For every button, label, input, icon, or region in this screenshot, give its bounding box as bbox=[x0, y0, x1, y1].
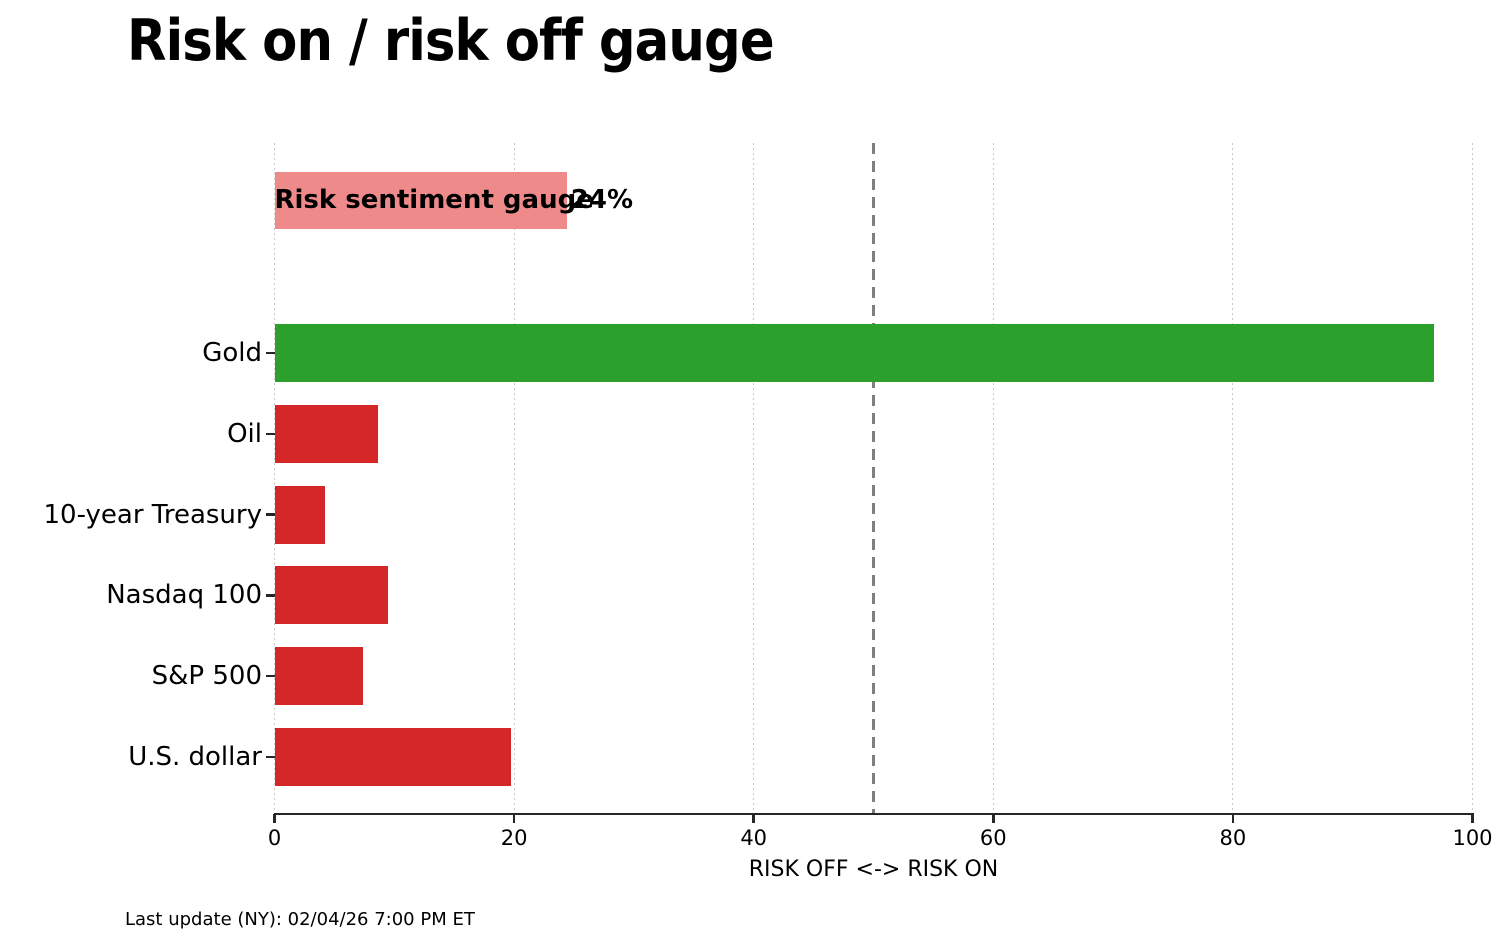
y-tick-gold bbox=[265, 351, 275, 355]
bar-gold bbox=[274, 324, 1435, 382]
x-tick-label-40: 40 bbox=[740, 826, 768, 850]
y-tick-nasdaq-100 bbox=[265, 594, 275, 597]
x-tick-0 bbox=[273, 814, 276, 823]
y-label-nasdaq-100: Nasdaq 100 bbox=[106, 580, 262, 611]
gridline-40 bbox=[753, 143, 755, 814]
y-label-oil: Oil bbox=[227, 418, 262, 449]
gridline-20 bbox=[513, 143, 515, 814]
x-tick-label-20: 20 bbox=[500, 826, 528, 850]
gridline-80 bbox=[1232, 143, 1234, 814]
y-label-u-s-dollar: U.S. dollar bbox=[128, 742, 262, 772]
y-tick-s-p-500 bbox=[265, 674, 275, 678]
x-tick-100 bbox=[1471, 814, 1474, 823]
bar-u-s-dollar bbox=[274, 728, 511, 786]
bar-nasdaq-100 bbox=[274, 566, 389, 625]
gridline-100 bbox=[1472, 143, 1473, 814]
gridline-0 bbox=[274, 143, 275, 814]
x-tick-label-100: 100 bbox=[1452, 826, 1493, 850]
y-label-s-p-500: S&P 500 bbox=[151, 661, 262, 692]
last-update-text: Last update (NY): 02/04/26 7:00 PM ET bbox=[125, 909, 475, 930]
gauge-annotation-label: Risk sentiment gauge bbox=[274, 185, 594, 215]
x-tick-40 bbox=[752, 814, 755, 823]
x-tick-20 bbox=[512, 814, 516, 823]
x-tick-60 bbox=[992, 814, 995, 823]
x-tick-80 bbox=[1231, 814, 1235, 823]
gridline-60 bbox=[992, 143, 994, 814]
bar-oil bbox=[274, 404, 378, 463]
threshold-line-50 bbox=[872, 143, 875, 814]
bar-10-year-treasury bbox=[274, 485, 325, 544]
x-tick-label-60: 60 bbox=[979, 826, 1007, 850]
y-tick-oil bbox=[265, 432, 275, 436]
y-label-gold: Gold bbox=[202, 338, 262, 368]
gauge-annotation-value: 24% bbox=[570, 185, 634, 215]
y-tick-10-year-treasury bbox=[265, 513, 275, 516]
x-axis-title: RISK OFF <-> RISK ON bbox=[748, 857, 999, 882]
x-axis-spine bbox=[273, 812, 1474, 816]
y-label-10-year-treasury: 10-year Treasury bbox=[43, 499, 263, 530]
bar-s-p-500 bbox=[274, 647, 364, 706]
x-tick-label-80: 80 bbox=[1219, 826, 1247, 850]
chart-title: Risk on / risk off gauge bbox=[127, 8, 775, 74]
y-tick-u-s-dollar bbox=[265, 755, 275, 759]
bar-risk-sentiment-gauge bbox=[274, 171, 567, 229]
x-tick-label-0: 0 bbox=[267, 826, 282, 850]
